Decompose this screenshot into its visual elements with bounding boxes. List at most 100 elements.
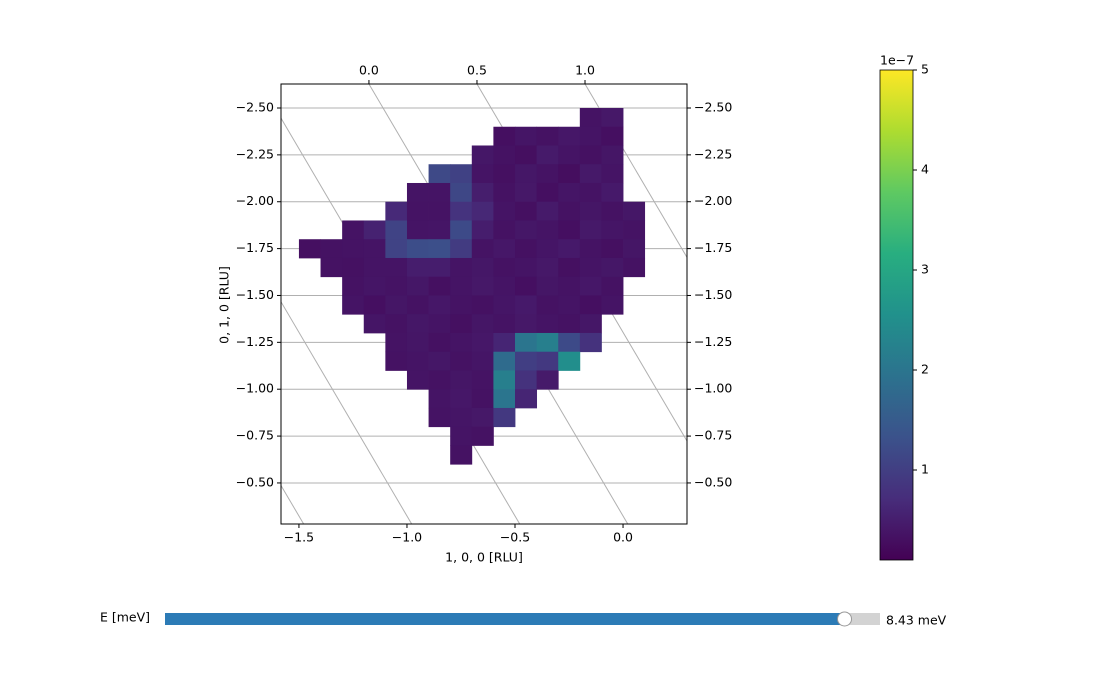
heatmap-cell bbox=[450, 182, 473, 203]
heatmap-cell bbox=[471, 182, 494, 203]
heatmap-cell bbox=[406, 370, 429, 390]
heatmap-cell bbox=[493, 389, 516, 409]
heatmap-cell bbox=[558, 276, 581, 296]
y-tick-label: −2.25 bbox=[236, 146, 274, 161]
heatmap-cell bbox=[428, 239, 451, 259]
plot-frame bbox=[280, 83, 688, 525]
heatmap-cell bbox=[536, 126, 559, 146]
heatmap-cell bbox=[536, 351, 559, 371]
heatmap-cell bbox=[428, 257, 451, 278]
heatmap-cell bbox=[450, 445, 473, 465]
heatmap-cell bbox=[428, 182, 451, 203]
heatmap-cell bbox=[450, 276, 473, 296]
heatmap-cell bbox=[493, 201, 516, 221]
heatmap-cell bbox=[601, 145, 624, 165]
heatmap bbox=[298, 107, 646, 465]
colorbar-tick-label: 3 bbox=[921, 262, 929, 277]
heatmap-cell bbox=[406, 182, 429, 203]
heatmap-cell bbox=[385, 220, 408, 240]
heatmap-cell bbox=[471, 351, 494, 371]
heatmap-cell bbox=[363, 257, 386, 278]
slider-fill bbox=[165, 613, 845, 625]
heatmap-cell bbox=[601, 220, 624, 240]
heatmap-cell bbox=[601, 257, 624, 278]
heatmap-cell bbox=[579, 332, 602, 353]
colorbar bbox=[879, 69, 914, 561]
heatmap-cell bbox=[515, 257, 538, 278]
heatmap-cell bbox=[536, 201, 559, 221]
heatmap-cell bbox=[493, 407, 516, 428]
x-axis-label: 1, 0, 0 [RLU] bbox=[445, 550, 523, 565]
heatmap-cell bbox=[536, 239, 559, 259]
heatmap-cell bbox=[471, 389, 494, 409]
heatmap-cell bbox=[450, 332, 473, 353]
heatmap-cell bbox=[406, 351, 429, 371]
heatmap-cell bbox=[579, 257, 602, 278]
heatmap-cell bbox=[450, 407, 473, 428]
heatmap-cell bbox=[515, 145, 538, 165]
heatmap-cell bbox=[579, 276, 602, 296]
colorbar-tick-label: 5 bbox=[921, 62, 929, 77]
heatmap-cell bbox=[536, 314, 559, 334]
heatmap-cell bbox=[406, 257, 429, 278]
heatmap-cell bbox=[493, 351, 516, 371]
heatmap-cell bbox=[515, 276, 538, 296]
heatmap-cell bbox=[515, 239, 538, 259]
y-tick-label: −1.50 bbox=[236, 287, 274, 302]
heatmap-cell bbox=[428, 295, 451, 315]
heatmap-cell bbox=[579, 164, 602, 184]
heatmap-cell bbox=[450, 314, 473, 334]
heatmap-cell bbox=[515, 389, 538, 409]
heatmap-cell bbox=[579, 314, 602, 334]
heatmap-cell bbox=[385, 201, 408, 221]
heatmap-cell bbox=[450, 426, 473, 446]
heatmap-cell bbox=[385, 257, 408, 278]
heatmap-cell bbox=[406, 314, 429, 334]
heatmap-cell bbox=[342, 239, 365, 259]
heatmap-cell bbox=[363, 276, 386, 296]
y-tick-label-right: −2.50 bbox=[694, 99, 732, 114]
heatmap-cell bbox=[342, 276, 365, 296]
heatmap-cell bbox=[471, 201, 494, 221]
heatmap-cell bbox=[515, 164, 538, 184]
heatmap-cell bbox=[471, 426, 494, 446]
heatmap-cell bbox=[320, 239, 343, 259]
heatmap-cell bbox=[406, 332, 429, 353]
heatmap-cell bbox=[363, 314, 386, 334]
heatmap-cell bbox=[428, 370, 451, 390]
y-tick-label: −0.50 bbox=[236, 474, 274, 489]
heatmap-cell bbox=[579, 220, 602, 240]
heatmap-cell bbox=[558, 332, 581, 353]
slider-handle[interactable] bbox=[837, 611, 853, 627]
heatmap-cell bbox=[558, 351, 581, 371]
heatmap-cell bbox=[515, 332, 538, 353]
y-tick-label: −0.75 bbox=[236, 428, 274, 443]
y-tick-label-right: −1.75 bbox=[694, 240, 732, 255]
heatmap-cell bbox=[493, 257, 516, 278]
heatmap-cell bbox=[471, 370, 494, 390]
heatmap-cell bbox=[536, 220, 559, 240]
heatmap-cell bbox=[601, 239, 624, 259]
heatmap-cell bbox=[493, 276, 516, 296]
heatmap-cell bbox=[493, 182, 516, 203]
heatmap-cell bbox=[471, 314, 494, 334]
heatmap-cell bbox=[493, 295, 516, 315]
y-tick-label-right: −2.25 bbox=[694, 146, 732, 161]
heatmap-cell bbox=[450, 295, 473, 315]
heatmap-cell bbox=[363, 295, 386, 315]
heatmap-cell bbox=[406, 276, 429, 296]
heatmap-cell bbox=[450, 257, 473, 278]
heatmap-cell bbox=[320, 257, 343, 278]
y-tick-label: −1.25 bbox=[236, 334, 274, 349]
heatmap-cell bbox=[515, 370, 538, 390]
oblique-grid-line bbox=[281, 300, 413, 524]
heatmap-cell bbox=[601, 126, 624, 146]
y-tick-label: −1.75 bbox=[236, 240, 274, 255]
heatmap-cell bbox=[558, 182, 581, 203]
heatmap-cell bbox=[385, 332, 408, 353]
heatmap-cell bbox=[558, 145, 581, 165]
heatmap-cell bbox=[536, 295, 559, 315]
heatmap-cell bbox=[385, 295, 408, 315]
